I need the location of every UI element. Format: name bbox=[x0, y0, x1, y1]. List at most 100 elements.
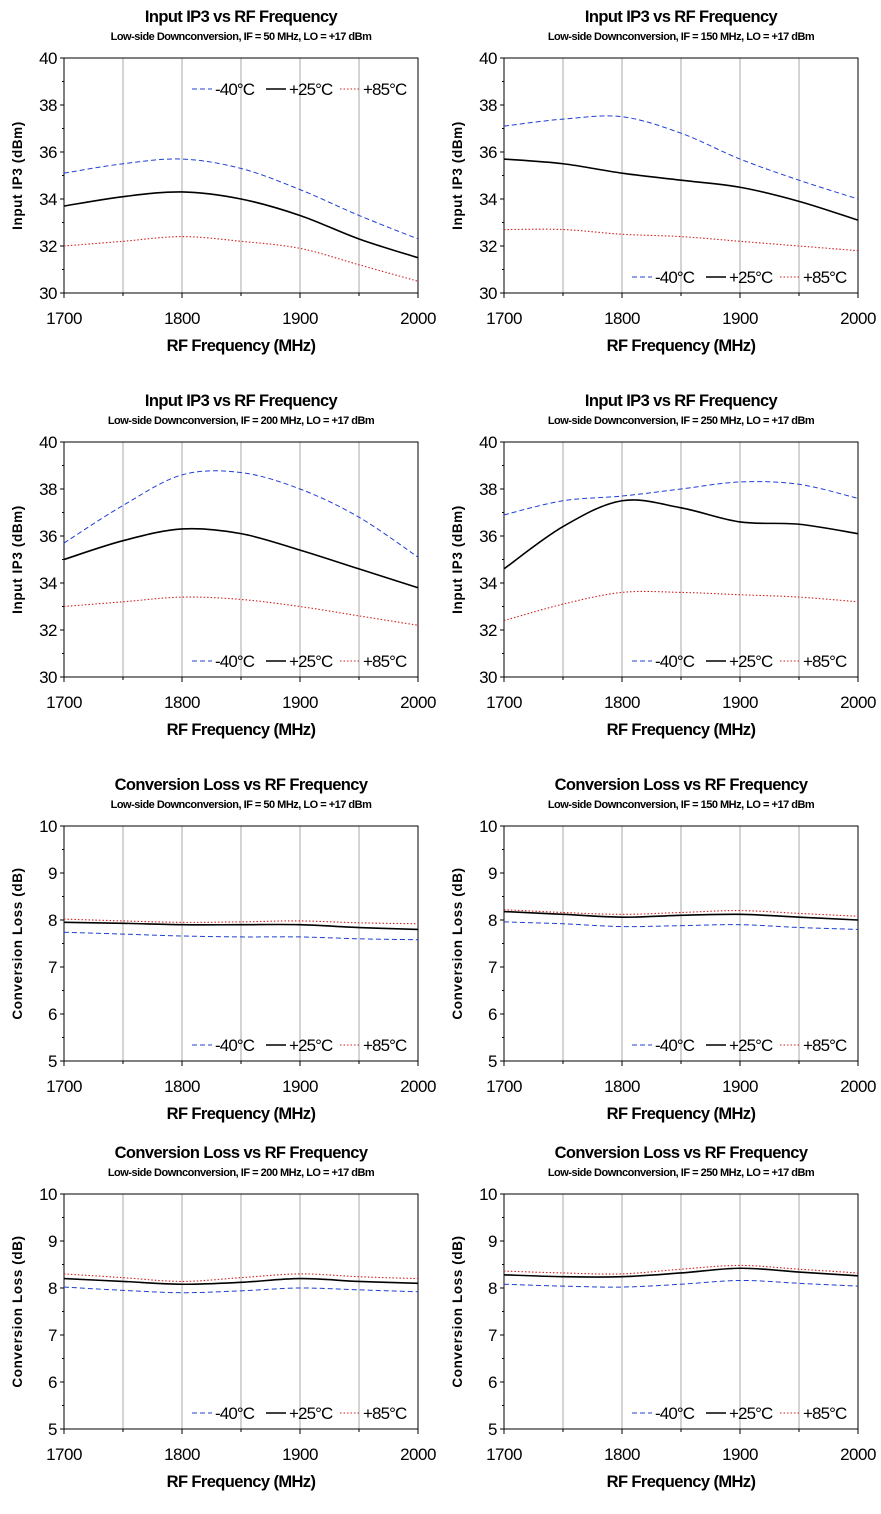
y-tick-label: 6 bbox=[48, 1005, 57, 1024]
legend-label: -40°C bbox=[655, 652, 695, 671]
y-tick-label: 10 bbox=[479, 1185, 497, 1204]
chart-subtitle: Low-side Downconversion, IF = 150 MHz, L… bbox=[548, 31, 815, 43]
y-tick-label: 9 bbox=[48, 1232, 57, 1251]
legend: -40°C +25°C +85°C bbox=[632, 268, 848, 287]
series-line bbox=[63, 191, 419, 259]
legend-label: +85°C bbox=[363, 1404, 407, 1423]
chart-svg: Conversion Loss vs RF Frequency Low-side … bbox=[10, 776, 436, 1123]
x-tick-label: 1700 bbox=[486, 1445, 522, 1464]
y-tick-label: 7 bbox=[488, 958, 497, 977]
chart-title: Input IP3 vs RF Frequency bbox=[585, 392, 779, 410]
legend: -40°C +25°C +85°C bbox=[192, 652, 408, 671]
y-tick-label: 36 bbox=[39, 527, 57, 546]
x-tick-label: 1700 bbox=[486, 693, 522, 712]
legend-label: +25°C bbox=[729, 1036, 773, 1055]
legend-label: +85°C bbox=[803, 1036, 847, 1055]
chart-svg: Input IP3 vs RF Frequency Low-side Downco… bbox=[450, 8, 876, 355]
legend: -40°C +25°C +85°C bbox=[192, 1404, 408, 1423]
chart-title: Input IP3 vs RF Frequency bbox=[145, 8, 339, 26]
y-tick-label: 32 bbox=[39, 237, 57, 256]
series-line bbox=[63, 918, 419, 925]
x-tick-label: 1900 bbox=[282, 693, 318, 712]
x-tick-label: 1900 bbox=[722, 693, 758, 712]
legend-label: +25°C bbox=[729, 652, 773, 671]
y-tick-label: 9 bbox=[488, 864, 497, 883]
legend-label: -40°C bbox=[215, 652, 255, 671]
x-axis-label: RF Frequency (MHz) bbox=[167, 337, 316, 355]
series-line bbox=[63, 527, 419, 589]
y-tick-label: 38 bbox=[39, 480, 57, 499]
legend-label: +85°C bbox=[363, 652, 407, 671]
series-line bbox=[503, 115, 859, 200]
series-line bbox=[503, 1279, 859, 1288]
series-line bbox=[503, 921, 859, 930]
legend: -40°C +25°C +85°C bbox=[632, 1036, 848, 1055]
y-axis-label: Conversion Loss (dB) bbox=[450, 867, 465, 1019]
legend-label: +25°C bbox=[729, 1404, 773, 1423]
x-tick-label: 1700 bbox=[46, 1077, 82, 1096]
series-line bbox=[503, 909, 859, 917]
y-tick-label: 10 bbox=[479, 817, 497, 836]
x-tick-label: 1700 bbox=[486, 1077, 522, 1096]
y-tick-label: 38 bbox=[479, 480, 497, 499]
chart-subtitle: Low-side Downconversion, IF = 200 MHz, L… bbox=[108, 415, 375, 427]
y-tick-label: 30 bbox=[39, 284, 57, 303]
x-axis-label: RF Frequency (MHz) bbox=[607, 1473, 756, 1491]
legend-label: +25°C bbox=[289, 1404, 333, 1423]
chart-subtitle: Low-side Downconversion, IF = 50 MHz, LO… bbox=[111, 31, 372, 43]
y-tick-label: 8 bbox=[488, 911, 497, 930]
chart-4: Input IP3 vs RF Frequency Low-side Downco… bbox=[440, 384, 880, 762]
chart-svg: Input IP3 vs RF Frequency Low-side Downco… bbox=[10, 8, 436, 355]
x-tick-label: 1800 bbox=[604, 309, 640, 328]
series-line bbox=[63, 1277, 419, 1286]
y-tick-label: 7 bbox=[48, 1326, 57, 1345]
y-tick-label: 8 bbox=[48, 911, 57, 930]
series-line bbox=[503, 1264, 859, 1275]
legend-label: +85°C bbox=[803, 652, 847, 671]
y-tick-label: 32 bbox=[479, 237, 497, 256]
x-axis-label: RF Frequency (MHz) bbox=[607, 1105, 756, 1123]
x-tick-label: 1900 bbox=[722, 1077, 758, 1096]
chart-title: Conversion Loss vs RF Frequency bbox=[115, 1144, 369, 1162]
chart-svg: Conversion Loss vs RF Frequency Low-side … bbox=[450, 1144, 876, 1491]
x-tick-label: 2000 bbox=[840, 1077, 876, 1096]
series-line bbox=[503, 481, 859, 516]
y-axis-label: Input IP3 (dBm) bbox=[450, 505, 465, 614]
chart-3: Input IP3 vs RF Frequency Low-side Downco… bbox=[0, 384, 440, 762]
legend-label: +25°C bbox=[289, 1036, 333, 1055]
legend-label: -40°C bbox=[655, 268, 695, 287]
y-tick-label: 30 bbox=[479, 284, 497, 303]
legend-label: +25°C bbox=[729, 268, 773, 287]
chart-svg: Conversion Loss vs RF Frequency Low-side … bbox=[450, 776, 876, 1123]
x-tick-label: 1800 bbox=[164, 1077, 200, 1096]
series-line bbox=[63, 931, 419, 941]
x-tick-label: 1800 bbox=[164, 1445, 200, 1464]
x-axis-label: RF Frequency (MHz) bbox=[167, 721, 316, 739]
x-tick-label: 1900 bbox=[282, 1445, 318, 1464]
chart-title: Input IP3 vs RF Frequency bbox=[145, 392, 339, 410]
series-line bbox=[503, 590, 859, 622]
x-tick-label: 2000 bbox=[400, 1445, 436, 1464]
y-tick-label: 8 bbox=[488, 1279, 497, 1298]
x-tick-label: 2000 bbox=[400, 693, 436, 712]
legend: -40°C +25°C +85°C bbox=[632, 1404, 848, 1423]
chart-subtitle: Low-side Downconversion, IF = 250 MHz, L… bbox=[548, 415, 815, 427]
x-tick-label: 1900 bbox=[722, 309, 758, 328]
legend-label: -40°C bbox=[215, 1404, 255, 1423]
legend-label: -40°C bbox=[655, 1036, 695, 1055]
y-tick-label: 8 bbox=[48, 1279, 57, 1298]
y-axis-label: Conversion Loss (dB) bbox=[10, 1235, 25, 1387]
y-tick-label: 38 bbox=[479, 96, 497, 115]
legend-label: +25°C bbox=[289, 652, 333, 671]
y-tick-label: 40 bbox=[39, 433, 57, 452]
y-tick-label: 34 bbox=[479, 574, 497, 593]
y-tick-label: 30 bbox=[479, 668, 497, 687]
x-tick-label: 2000 bbox=[400, 309, 436, 328]
series-line bbox=[63, 921, 419, 931]
legend-label: -40°C bbox=[215, 1036, 255, 1055]
legend: -40°C +25°C +85°C bbox=[632, 652, 848, 671]
series-line bbox=[63, 158, 419, 240]
x-tick-label: 1700 bbox=[46, 309, 82, 328]
legend-label: +25°C bbox=[289, 80, 333, 99]
chart-5: Conversion Loss vs RF Frequency Low-side … bbox=[0, 768, 440, 1146]
